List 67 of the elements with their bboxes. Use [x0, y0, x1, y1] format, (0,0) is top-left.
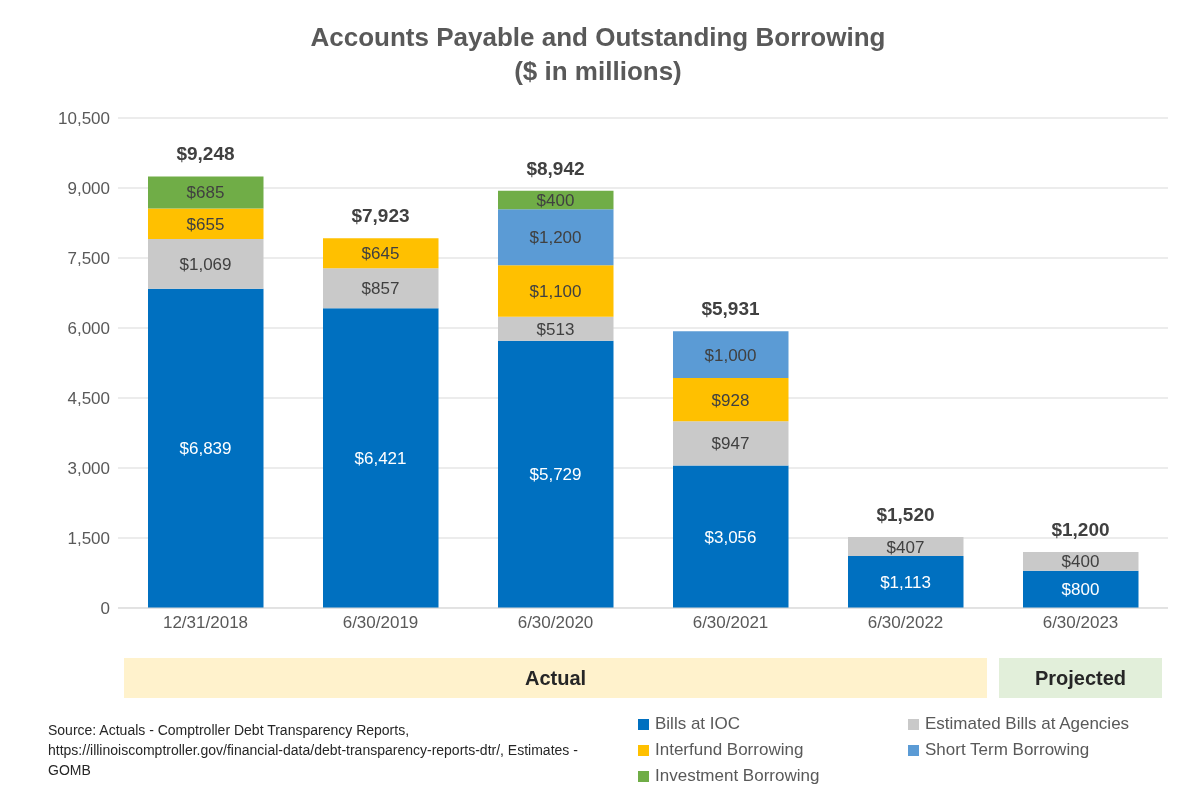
data-label: $407	[886, 537, 925, 557]
data-label: $6,839	[179, 439, 232, 459]
x-tick-label: 6/30/2019	[342, 613, 419, 633]
y-tick-label: 9,000	[67, 179, 110, 199]
data-label: $5,729	[529, 465, 582, 485]
total-label: $1,520	[876, 504, 935, 526]
data-label: $3,056	[704, 527, 757, 547]
data-label: $655	[186, 214, 225, 234]
bar	[498, 265, 614, 317]
bar	[323, 268, 439, 309]
bar	[1023, 570, 1139, 608]
bar	[323, 308, 439, 608]
data-label: $1,100	[529, 282, 582, 302]
total-label: $7,923	[351, 205, 410, 227]
data-label: $6,421	[354, 449, 407, 469]
data-label: $857	[361, 279, 400, 299]
legend-label: Short Term Borrowing	[925, 740, 1090, 760]
data-label: $1,200	[529, 228, 582, 248]
bar	[673, 331, 789, 378]
data-label: $685	[186, 183, 225, 203]
total-label: $5,931	[701, 298, 760, 320]
bar	[498, 316, 614, 341]
data-label: $1,069	[179, 254, 232, 274]
data-label: $645	[361, 244, 400, 264]
total-label: $8,942	[526, 157, 585, 179]
bar	[673, 465, 789, 608]
x-tick-label: 12/31/2018	[162, 613, 249, 633]
x-tick-label: 6/30/2021	[692, 613, 769, 633]
bar	[148, 238, 264, 289]
y-tick-label: 6,000	[67, 319, 110, 339]
data-label: $800	[1061, 580, 1100, 600]
label-box: Actual	[124, 658, 987, 698]
y-tick-label: 7,500	[67, 249, 110, 269]
x-tick-label: 6/30/2023	[1042, 613, 1119, 633]
data-label: $513	[536, 319, 575, 339]
data-label: $1,000	[704, 345, 757, 365]
data-label: $1,113	[880, 573, 931, 593]
bar	[498, 209, 614, 266]
bar	[148, 176, 264, 209]
total-label: $9,248	[176, 143, 235, 165]
bar	[848, 556, 964, 608]
y-tick-label: 0	[100, 599, 110, 619]
legend-label: Investment Borrowing	[655, 766, 820, 786]
data-label: $928	[711, 390, 750, 410]
bar	[498, 340, 614, 608]
x-tick-label: 6/30/2020	[517, 613, 594, 633]
bar	[148, 288, 264, 608]
y-tick-label: 10,500	[58, 109, 110, 129]
y-tick-label: 3,000	[67, 459, 110, 479]
bar	[323, 238, 439, 269]
data-label: $400	[536, 191, 575, 211]
legend-label: Estimated Bills at Agencies	[925, 714, 1130, 734]
data-label: $400	[1061, 552, 1100, 572]
data-label: $947	[711, 434, 750, 454]
bar	[148, 208, 264, 239]
y-tick-label: 1,500	[67, 529, 110, 549]
legend-label: Interfund Borrowing	[655, 740, 804, 760]
bar	[673, 421, 789, 466]
y-tick-label: 4,500	[67, 389, 110, 409]
source-note: Source: Actuals - Comptroller Debt Transparency Reports, https://illinoiscomptroller.gov/financial-data/debt-transparency-reports-dtr/, Estimates - GOMB	[48, 721, 579, 780]
chart-title: Accounts Payable and Outstanding Borrowing	[309, 21, 887, 54]
x-tick-label: 6/30/2022	[867, 613, 944, 633]
total-label: $1,200	[1051, 519, 1110, 540]
bar	[673, 377, 789, 422]
legend-label: Bills at IOC	[655, 714, 741, 734]
chart-subtitle: ($ in millions)	[513, 55, 683, 88]
label-box: Projected	[999, 658, 1162, 698]
